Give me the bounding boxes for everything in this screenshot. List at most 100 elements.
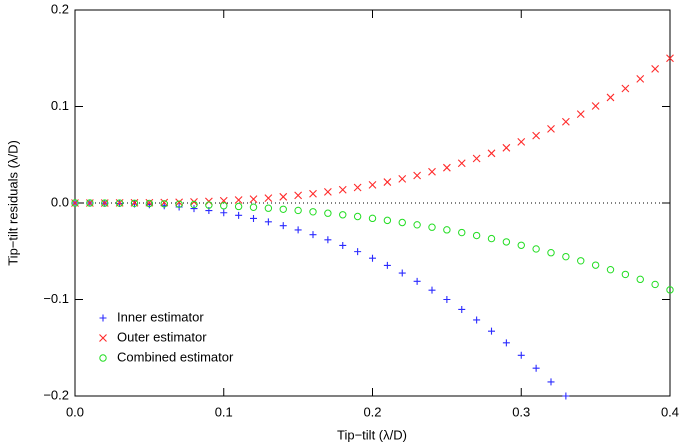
data-point [487, 149, 496, 158]
data-point [576, 110, 585, 119]
data-point [294, 206, 302, 215]
x-tick-label: 0.4 [661, 404, 679, 419]
data-point [458, 305, 466, 313]
data-point [309, 189, 317, 198]
data-point [488, 327, 495, 335]
data-point [636, 75, 645, 83]
data-point [204, 197, 213, 206]
data-point [547, 378, 555, 386]
legend-marker [99, 354, 107, 362]
data-point [472, 231, 481, 240]
data-point [473, 316, 481, 324]
legend-label: Combined estimator [117, 349, 234, 364]
data-point [279, 205, 287, 213]
data-point [250, 214, 257, 222]
data-point [591, 261, 600, 269]
data-point [190, 205, 198, 213]
x-tick-label: 0.3 [512, 404, 530, 419]
data-point [666, 286, 674, 294]
data-point [235, 211, 243, 219]
y-tick-label: 0.0 [51, 194, 69, 209]
data-point [294, 226, 302, 234]
data-point [562, 252, 570, 261]
x-axis-label: Tip−tilt (λ/D) [337, 427, 407, 442]
data-point [517, 138, 526, 146]
data-point [190, 200, 198, 209]
data-point [234, 202, 243, 211]
data-point [398, 218, 406, 227]
data-point [666, 54, 674, 63]
data-point [413, 277, 421, 285]
y-tick-label: 0.1 [51, 98, 69, 113]
data-point [428, 167, 436, 176]
data-point [651, 280, 659, 289]
data-point [368, 214, 377, 223]
data-point [591, 102, 600, 110]
data-point [71, 199, 79, 207]
x-tick-label: 0.1 [215, 404, 233, 419]
data-point [428, 286, 436, 294]
data-point [205, 201, 213, 209]
data-point [606, 265, 615, 274]
data-point [353, 183, 362, 192]
data-point [368, 180, 377, 189]
data-point [621, 84, 630, 93]
data-point [383, 178, 392, 186]
data-point [428, 223, 436, 231]
data-point [369, 254, 376, 262]
data-point [354, 248, 362, 256]
y-tick-label: −0.1 [43, 291, 69, 306]
data-point [532, 245, 540, 253]
data-point [561, 117, 570, 126]
data-point [339, 211, 347, 219]
data-point [547, 124, 555, 133]
data-point [160, 198, 169, 207]
data-point [651, 64, 660, 73]
y-tick-label: −0.2 [43, 387, 69, 402]
data-point [353, 212, 362, 221]
data-point [502, 339, 510, 347]
data-point [562, 392, 570, 400]
data-point [264, 194, 273, 202]
data-point [279, 222, 287, 230]
data-point [338, 185, 347, 194]
data-point [324, 236, 332, 244]
data-point [398, 269, 406, 277]
data-point [339, 241, 347, 249]
data-point [249, 195, 258, 204]
data-point [264, 204, 273, 212]
data-point [101, 199, 109, 207]
data-point [487, 234, 496, 243]
data-point [86, 199, 94, 207]
data-point [220, 202, 228, 210]
x-tick-label: 0.2 [363, 404, 381, 419]
data-point [323, 188, 332, 196]
data-point [383, 216, 392, 225]
data-point [130, 199, 139, 207]
data-point [442, 163, 451, 172]
data-point [532, 364, 540, 372]
data-point [547, 248, 555, 257]
data-point [383, 261, 391, 269]
data-point [606, 93, 615, 102]
data-point [175, 200, 183, 208]
data-point [457, 159, 466, 168]
data-point [532, 131, 541, 140]
legend-marker [99, 334, 107, 342]
data-point [234, 196, 243, 204]
data-point [324, 209, 332, 217]
data-point [309, 208, 317, 216]
legend-label: Outer estimator [117, 329, 207, 344]
data-point [115, 199, 124, 207]
y-axis-label: Tip−tilt residuals (λ/D) [5, 140, 20, 266]
data-point [264, 218, 272, 226]
data-point [636, 275, 644, 284]
data-point [443, 226, 451, 234]
y-tick-label: 0.2 [51, 1, 69, 16]
data-point [309, 231, 317, 239]
data-point [220, 209, 228, 217]
data-point [279, 192, 288, 201]
data-point [502, 143, 511, 152]
data-point [249, 203, 258, 211]
